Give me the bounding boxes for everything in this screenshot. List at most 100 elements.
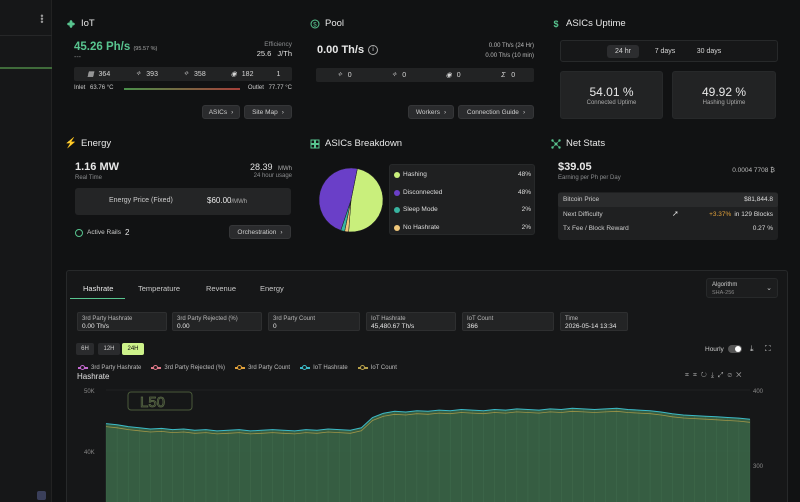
netstats-row-value-wrap: $81,844.8 — [744, 196, 773, 203]
refresh-icon[interactable]: ↻ — [700, 372, 711, 379]
netstats-row-label: Bitcoin Price — [563, 196, 600, 203]
legend-label: 3rd Party Hashrate — [91, 365, 142, 371]
stat-value: 366 — [467, 323, 478, 330]
save-image-icon[interactable]: ⤓ — [710, 372, 718, 379]
breakdown-label: No Hashrate — [403, 223, 440, 231]
breakdown-pct: 2% — [521, 206, 531, 213]
tab-7days-label: 7 days — [654, 48, 676, 55]
tab-30days[interactable]: 30 days — [689, 45, 729, 58]
iot-count-line — [105, 410, 751, 435]
breakdown-title: ASICs Breakdown — [325, 138, 403, 149]
tab-24hr[interactable]: 24 hr — [607, 45, 639, 58]
breakdown-row[interactable]: Disconnected 48% — [390, 186, 536, 200]
fullscreen-icon[interactable]: ⛶ — [765, 344, 771, 353]
sleep-icon: ◉ — [230, 71, 237, 78]
hashing-uptime-value: 49.92 % — [701, 85, 747, 99]
legend-item[interactable]: 3rd Party Hashrate — [78, 365, 141, 371]
legend-item[interactable]: 3rd Party Rejected (%) — [151, 365, 225, 371]
stat-box: 3rd Party Hashrate 0.00 Th/s — [77, 312, 167, 331]
tab-hashrate[interactable]: Hashrate — [83, 284, 114, 293]
energy-price-label: Energy Price (Fixed) — [109, 197, 173, 204]
legend-marker — [80, 365, 85, 370]
hourly-label: Hourly — [705, 345, 724, 353]
sleep-icon: ◉ — [445, 72, 452, 79]
connection-guide-button[interactable]: Connection Guide › — [458, 105, 534, 119]
workers-button[interactable]: Workers › — [408, 105, 454, 119]
netstats-row-label: Next Difficulty — [563, 210, 603, 218]
hash-icon: ⟡ — [337, 71, 343, 78]
breakdown-label: Hashing — [403, 171, 427, 178]
breakdown-header: ASICs Breakdown — [310, 138, 402, 149]
orchestration-button-label: Orchestration — [237, 228, 277, 236]
server-icon: ▦ — [87, 71, 94, 78]
iot-hashrate-line — [105, 407, 751, 432]
tab-energy[interactable]: Energy — [260, 284, 284, 293]
chart-title: Hashrate — [77, 372, 110, 381]
legend-item[interactable]: 3rd Party Count — [235, 365, 290, 371]
netstats-row-highlight — [558, 193, 778, 207]
legend-label: IoT Count — [370, 365, 397, 371]
energy-title: Energy — [81, 138, 112, 149]
energy-price-row: Energy Price (Fixed) $60.00/MWh — [75, 188, 291, 215]
legend-item[interactable]: IoT Hashrate — [300, 365, 348, 371]
breakdown-row[interactable]: Sleep Mode 2% — [390, 203, 536, 217]
more-options-icon[interactable]: • • • — [40, 11, 44, 27]
clear-icon[interactable]: ✕ — [736, 372, 746, 379]
range-6h[interactable]: 6H — [76, 343, 94, 355]
info-icon[interactable]: i — [368, 45, 379, 55]
uptime-title: ASICs Uptime — [566, 18, 626, 29]
range-24h[interactable]: 24H — [122, 343, 144, 355]
tab-revenue[interactable]: Revenue — [206, 284, 237, 293]
tab-temperature[interactable]: Temperature — [138, 284, 181, 293]
download-icon[interactable]: ⤓ — [750, 344, 754, 353]
legend-marker — [302, 365, 308, 370]
zoom-reset-icon[interactable]: ⌗ — [692, 372, 701, 379]
pie-slice-hashing[interactable] — [348, 168, 384, 233]
stat-label: 3rd Party Count — [273, 316, 316, 322]
expand-icon[interactable]: ⤢ — [717, 372, 728, 379]
pool-title: Pool — [325, 18, 345, 29]
iot-header: IoT — [66, 18, 95, 29]
pie-slice-disconnected[interactable] — [318, 167, 358, 231]
pool-avg10: 0.00 Th/s — [485, 53, 511, 59]
legend-swatch — [151, 365, 162, 370]
temperature-gradient-bar — [124, 88, 240, 90]
network-icon — [551, 138, 561, 149]
hourly-toggle[interactable] — [727, 345, 742, 353]
brush-icon[interactable]: ⌀ — [727, 372, 737, 379]
breakdown-row[interactable]: No Hashrate 2% — [390, 221, 536, 235]
connected-uptime-card: 54.01 % Connected Uptime — [560, 71, 663, 119]
breakdown-row[interactable]: Hashing 48% — [390, 168, 536, 182]
range-12h[interactable]: 12H — [98, 343, 120, 355]
iot-count-3: 182 — [241, 70, 254, 78]
netstats-row-extra: +3.37% — [709, 210, 732, 218]
energy-usage-label: 24 hour usage — [253, 173, 292, 179]
legend-marker — [237, 365, 243, 370]
legend-marker — [359, 365, 365, 370]
active-rails-label: Active Rails — [87, 229, 121, 236]
legend-item[interactable]: IoT Count — [357, 365, 397, 371]
breakdown-pct: 2% — [521, 223, 531, 231]
netstats-title: Net Stats — [566, 138, 606, 149]
zoom-icon[interactable]: ⌗ — [685, 372, 693, 379]
dollar-icon: $ — [553, 18, 559, 29]
algorithm-value: SHA-256 — [712, 290, 735, 296]
asics-button[interactable]: ASICs › — [202, 105, 240, 119]
active-tab-underline — [70, 298, 125, 299]
help-icon[interactable] — [37, 491, 46, 500]
tab-7days[interactable]: 7 days — [649, 45, 681, 58]
stat-box: IoT Hashrate 45,480.67 Th/s — [366, 312, 456, 331]
algorithm-select[interactable]: Algorithm SHA-256 ⌄ — [706, 278, 778, 298]
fan-icon — [66, 19, 76, 29]
chevron-down-icon: ⌄ — [766, 285, 772, 292]
chart-toolbox: ⌗⌗↻⤓⤢⌀✕ — [685, 372, 746, 380]
energy-price-unit: /MWh — [231, 199, 248, 205]
site-map-button[interactable]: Site Map › — [244, 105, 292, 119]
chevron-right-icon: › — [231, 108, 234, 116]
iot-hashrate-pct: (95.57 %) — [133, 46, 158, 52]
orchestration-button[interactable]: Orchestration › — [229, 225, 291, 239]
pool-header: $ Pool — [310, 18, 344, 29]
legend-label: 3rd Party Count — [248, 365, 291, 371]
sidebar-divider — [0, 35, 52, 36]
connected-uptime-value: 54.01 % — [589, 85, 634, 99]
